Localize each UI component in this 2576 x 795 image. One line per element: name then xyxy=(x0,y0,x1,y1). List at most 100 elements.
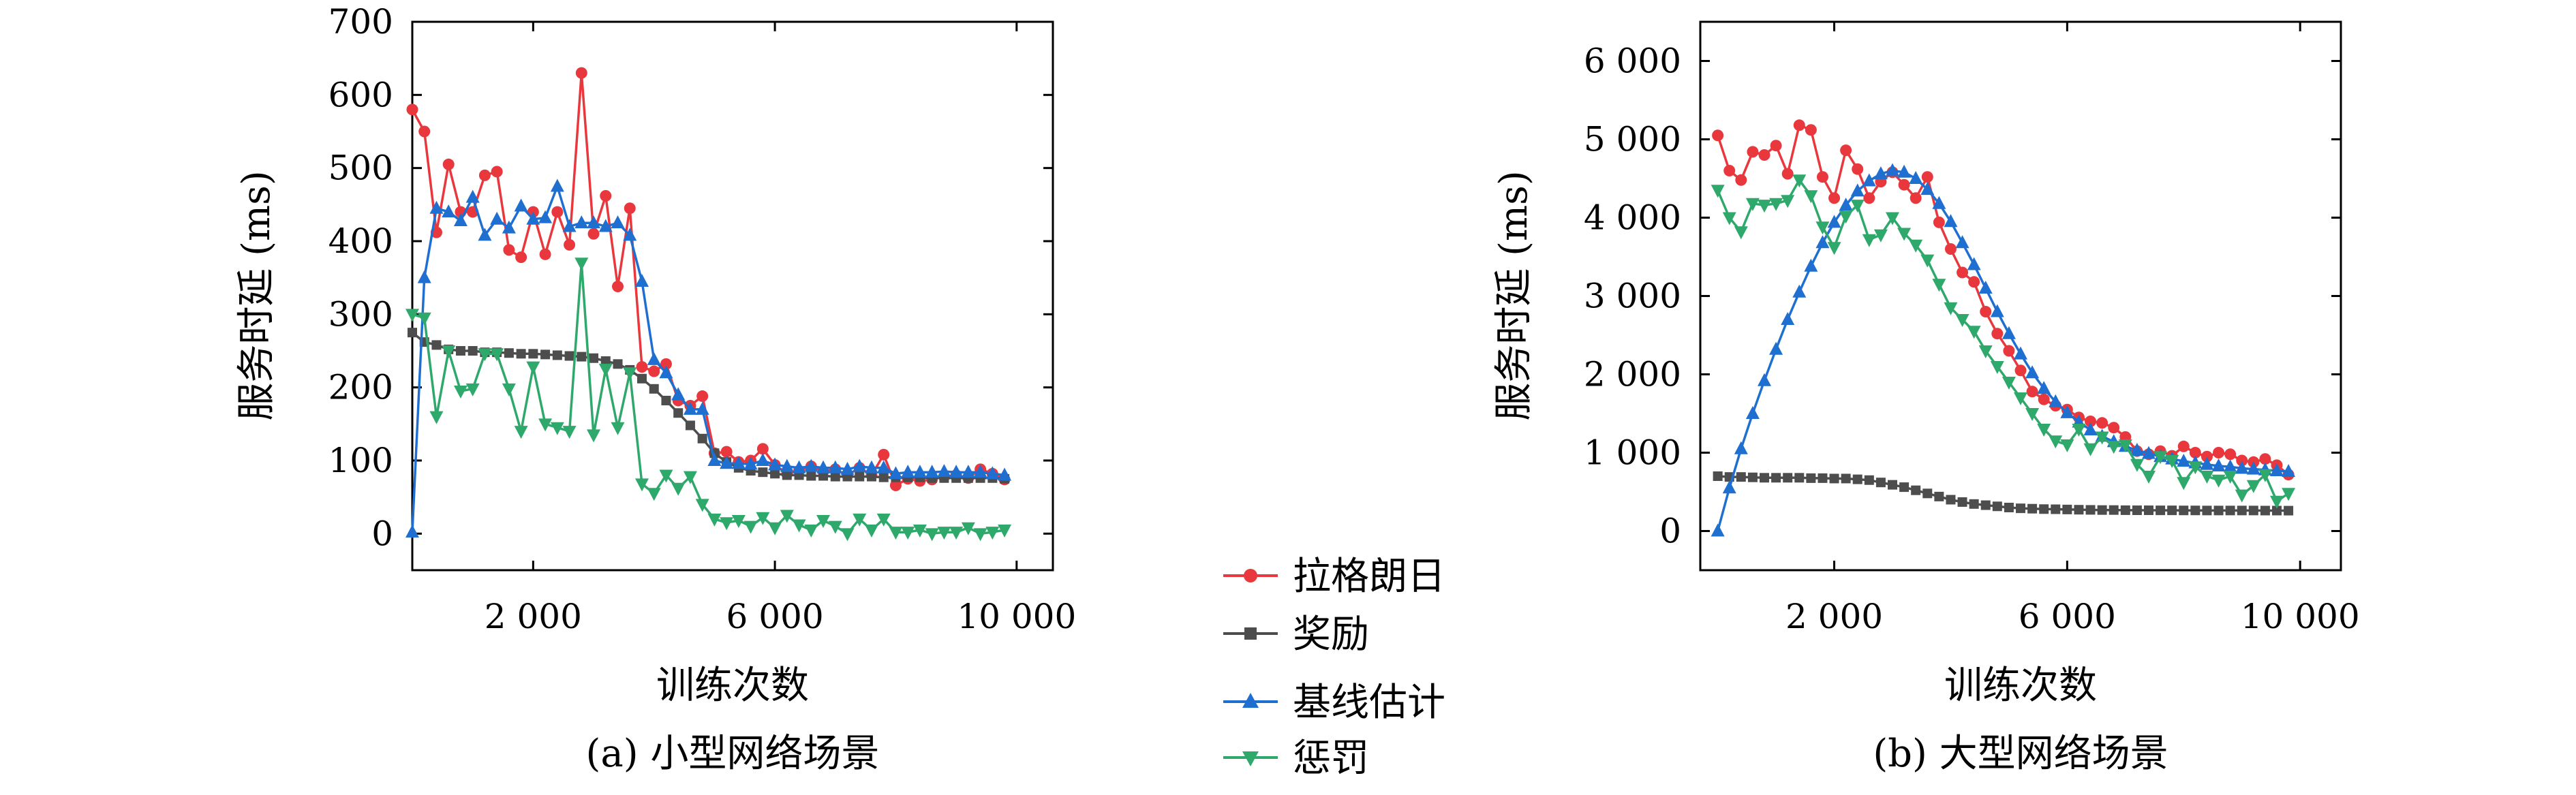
panel-a-point-baseline xyxy=(623,228,637,241)
panel-b-point-penalty xyxy=(1769,198,1783,211)
panel-a-point-lagrange xyxy=(406,104,418,116)
panel-b-point-lagrange xyxy=(2259,453,2271,465)
panel-a-point-baseline xyxy=(998,467,1012,481)
panel-a-point-penalty xyxy=(743,520,758,534)
panel-a-point-lagrange xyxy=(889,479,902,491)
panel-a-point-baseline xyxy=(598,219,613,232)
panel-a-point-reward xyxy=(528,349,538,359)
panel-b-point-reward xyxy=(2109,505,2119,515)
panel-a-point-lagrange xyxy=(503,244,515,256)
panel-a-point-reward xyxy=(637,373,647,384)
panel-a-point-reward xyxy=(685,420,695,431)
panel-b-point-baseline xyxy=(2002,326,2016,339)
panel-b-point-reward xyxy=(2039,504,2049,514)
panel-a-point-lagrange xyxy=(612,281,624,293)
panel-a-point-reward xyxy=(504,348,514,358)
panel-a-point-penalty xyxy=(538,418,553,432)
panel-b-point-reward xyxy=(2237,505,2247,516)
panel-b-point-lagrange xyxy=(2003,345,2015,357)
panel-b-point-lagrange xyxy=(1816,171,1828,183)
panel-a-point-penalty xyxy=(429,411,444,424)
panel-a-point-lagrange xyxy=(539,248,551,260)
panel-b-point-baseline xyxy=(1827,215,1841,228)
panel-b-point-penalty xyxy=(1722,212,1736,225)
panel-b-point-baseline xyxy=(1815,235,1830,249)
panel-b-point-baseline xyxy=(1967,257,1981,270)
panel-b-point-penalty xyxy=(2037,424,2051,437)
panel-b-chart: 0 1 000 2 000 3 000 4 000 5 000 6 000 2 000 6 00… xyxy=(1492,20,2360,776)
panel-b-point-baseline xyxy=(2083,422,2098,436)
panel-b-point-baseline xyxy=(2037,381,2051,394)
panel-b-point-lagrange xyxy=(1793,119,1805,131)
panel-a-x-tick-label: 2 000 xyxy=(485,597,582,636)
panel-a-point-penalty xyxy=(514,426,528,439)
panel-b-point-reward xyxy=(1980,500,1991,510)
panel-a-y-tick-label: 300 xyxy=(328,294,393,334)
panel-a-y-tick-label: 500 xyxy=(328,149,393,188)
panel-a-point-baseline xyxy=(756,453,770,466)
panel-a-point-baseline xyxy=(792,460,806,473)
panel-b-point-reward xyxy=(2202,505,2212,516)
legend-entry-lagrange: 拉格朗日 xyxy=(1223,555,1445,599)
panel-b-point-reward xyxy=(2167,505,2177,516)
panel-b-point-penalty xyxy=(2282,488,2296,501)
panel-b-point-reward xyxy=(2027,503,2038,514)
panel-b-point-reward xyxy=(1829,473,1839,484)
panel-b-point-penalty xyxy=(2083,443,2098,456)
panel-b-point-lagrange xyxy=(1910,192,1922,204)
panel-b-point-baseline xyxy=(1990,304,2004,317)
legend-marker-reward xyxy=(1244,627,1257,640)
panel-b-point-reward xyxy=(1841,473,1851,484)
panel-b-point-penalty xyxy=(1909,239,1923,253)
panel-b-point-baseline xyxy=(2025,365,2040,379)
panel-a-point-reward xyxy=(589,353,599,363)
panel-a-point-lagrange xyxy=(575,67,587,79)
panel-a-chart: 0 100 200 300 400 500 600 700 2 000 6 000 10 000 训… xyxy=(234,2,1076,776)
panel-a-point-penalty xyxy=(840,528,855,542)
panel-a-point-baseline xyxy=(816,460,831,473)
panel-b-point-lagrange xyxy=(2096,417,2109,429)
panel-a-point-baseline xyxy=(695,401,709,415)
panel-b-point-reward xyxy=(1864,475,1874,485)
legend-entry-reward: 奖励 xyxy=(1223,612,1369,657)
legend-marker-lagrange xyxy=(1244,569,1257,582)
panel-b-point-penalty xyxy=(1955,314,1969,327)
panel-a-point-baseline xyxy=(937,464,951,478)
panel-b-point-reward xyxy=(1899,482,1910,493)
panel-b-point-penalty xyxy=(1792,174,1807,188)
panel-a-point-baseline xyxy=(514,198,528,212)
panel-b-point-baseline xyxy=(1769,341,1783,355)
panel-b-point-reward xyxy=(2016,503,2025,514)
panel-b-point-lagrange xyxy=(2038,393,2050,405)
panel-b-point-penalty xyxy=(1781,195,1795,208)
panel-b-point-reward xyxy=(1747,472,1758,482)
panel-b-point-lagrange xyxy=(1980,306,1992,317)
panel-a-point-reward xyxy=(806,471,816,481)
panel-a-point-penalty xyxy=(611,422,625,435)
panel-b-point-penalty xyxy=(1804,190,1818,204)
panel-b-series-reward xyxy=(1713,471,2294,516)
panel-b-y-tick-label: 6 000 xyxy=(1584,42,1681,81)
panel-a-point-penalty xyxy=(768,522,782,535)
panel-a-point-reward xyxy=(613,359,623,369)
panel-a-point-baseline xyxy=(840,461,855,475)
panel-a-point-baseline xyxy=(453,213,467,226)
panel-a-point-penalty xyxy=(574,258,589,271)
panel-b-point-penalty xyxy=(1897,228,1912,241)
panel-a-point-baseline xyxy=(768,457,782,471)
panel-a-point-reward xyxy=(830,471,840,482)
panel-b-point-baseline xyxy=(1873,166,1888,180)
panel-a-point-baseline xyxy=(659,365,673,379)
panel-a-point-baseline xyxy=(876,460,891,473)
panel-a-point-penalty xyxy=(695,499,709,512)
panel-b-point-baseline xyxy=(2177,454,2191,467)
panel-a-point-lagrange xyxy=(696,390,709,403)
panel-a-point-penalty xyxy=(731,515,746,529)
legend-label-baseline: 基线估计 xyxy=(1293,681,1445,725)
panel-a-line-penalty xyxy=(412,262,1005,535)
panel-b-point-penalty xyxy=(2200,471,2214,484)
panel-b-point-lagrange xyxy=(1781,168,1794,180)
panel-a-point-baseline xyxy=(478,228,492,241)
panel-a-point-penalty xyxy=(780,510,794,523)
